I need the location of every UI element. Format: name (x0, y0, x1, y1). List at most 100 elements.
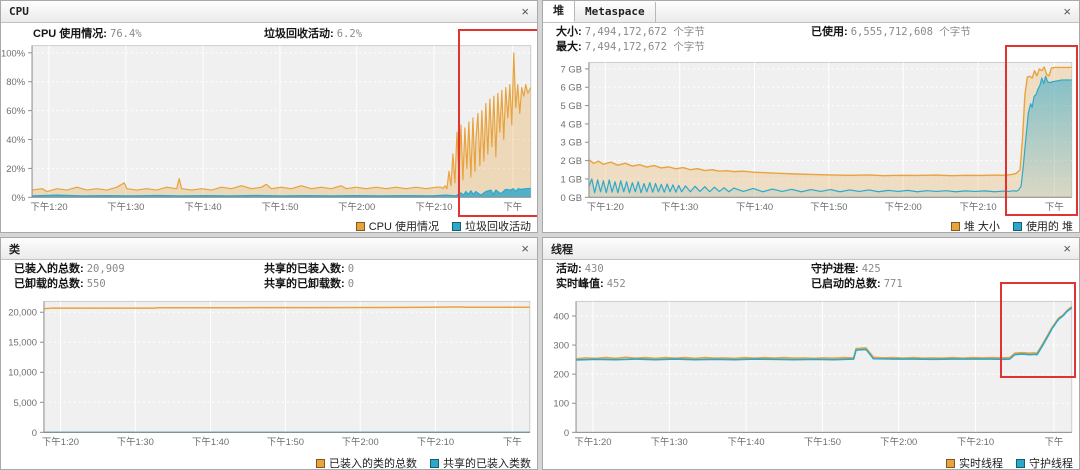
tab-metaspace-label: Metaspace (585, 4, 645, 18)
svg-text:下午1:50: 下午1:50 (804, 436, 841, 447)
classes-legend: 已装入的类的总数 共享的已装入类数 (316, 455, 531, 470)
svg-text:1 GB: 1 GB (561, 173, 582, 184)
stat-threads-peak: 实时峰值: 452 (556, 278, 626, 291)
classes-panel-title: 类 (9, 243, 20, 256)
classes-loaded-swatch-icon (316, 458, 325, 468)
stat-heap-max: 最大: 7,494,172,672 个字节 (556, 41, 705, 54)
threads-panel-title: 线程 (551, 243, 573, 256)
legend-item-shared-loaded: 共享的已装入类数 (430, 455, 531, 470)
cpu-panel: CPU × 0% 20% 40% 60% 80% 100% 下午1:20 下午1:30 下午1:… (0, 0, 538, 233)
stat-threads-live-value: 430 (584, 263, 604, 275)
heap-legend: 堆 大小 使用的 堆 (950, 218, 1073, 233)
legend-item-gc-activity: 垃圾回收活动 (452, 218, 531, 233)
gc-activity-swatch-icon (452, 221, 461, 231)
svg-text:下午1:20: 下午1:20 (587, 201, 624, 212)
svg-text:下午: 下午 (503, 201, 522, 212)
svg-text:5 GB: 5 GB (561, 100, 582, 111)
stat-threads-daemon-value: 425 (861, 263, 881, 275)
legend-label: 共享的已装入类数 (443, 458, 531, 470)
svg-text:下午1:30: 下午1:30 (651, 436, 688, 447)
stat-heap-used-value: 6,555,712,608 个字节 (850, 26, 971, 38)
svg-text:15,000: 15,000 (8, 337, 37, 348)
stat-classes-loaded: 已装入的总数: 20,909 (14, 263, 125, 276)
svg-text:下午1:30: 下午1:30 (107, 201, 144, 212)
svg-text:5,000: 5,000 (13, 397, 37, 408)
stat-classes-loaded-value: 20,909 (86, 263, 125, 275)
classes-panel: 类 × 0 5,000 10,000 15,000 20,000 下午1:20 下午1:30… (0, 237, 538, 470)
svg-text:下午2:10: 下午2:10 (957, 436, 994, 447)
svg-text:20%: 20% (6, 163, 25, 174)
svg-text:100%: 100% (1, 47, 26, 58)
stat-classes-unloaded-value: 550 (86, 278, 106, 290)
heap-close-icon[interactable]: × (1063, 3, 1071, 19)
svg-text:40%: 40% (6, 134, 25, 145)
stat-threads-peak-value: 452 (606, 278, 626, 290)
svg-text:下午1:20: 下午1:20 (42, 436, 79, 447)
svg-text:下午2:10: 下午2:10 (415, 201, 452, 212)
legend-item-heap-used: 使用的 堆 (1012, 218, 1073, 233)
legend-label: 垃圾回收活动 (465, 221, 531, 233)
legend-item-live-threads: 实时线程 (946, 455, 1003, 470)
stat-heap-size: 大小: 7,494,172,672 个字节 (556, 26, 705, 39)
svg-text:10,000: 10,000 (8, 367, 37, 378)
svg-text:0%: 0% (12, 192, 26, 203)
legend-label: 使用的 堆 (1025, 221, 1073, 233)
stat-threads-started: 已启动的总数: 771 (811, 278, 903, 291)
stat-classes-unloaded: 已卸载的总数: 550 (14, 278, 106, 291)
svg-text:下午2:10: 下午2:10 (960, 201, 997, 212)
stat-shared-loaded-label: 共享的已装入数: (264, 263, 345, 275)
threads-legend: 实时线程 守护线程 (946, 455, 1073, 470)
stat-shared-loaded: 共享的已装入数: 0 (264, 263, 354, 276)
stat-heap-used: 已使用: 6,555,712,608 个字节 (811, 26, 971, 39)
classes-close-icon[interactable]: × (521, 240, 529, 256)
svg-text:100: 100 (553, 398, 569, 409)
stat-heap-used-label: 已使用: (811, 26, 848, 38)
stat-threads-daemon-label: 守护进程: (811, 263, 859, 275)
svg-text:400: 400 (553, 310, 569, 321)
shared-loaded-swatch-icon (430, 458, 439, 468)
cpu-legend: CPU 使用情况 垃圾回收活动 (355, 218, 531, 233)
tab-heap[interactable]: 堆 (543, 1, 575, 22)
cpu-close-icon[interactable]: × (521, 3, 529, 19)
svg-text:下午1:20: 下午1:20 (30, 201, 67, 212)
stat-threads-started-value: 771 (883, 278, 903, 290)
svg-text:下午1:40: 下午1:40 (736, 201, 773, 212)
stat-shared-unloaded-value: 0 (347, 278, 355, 290)
stat-cpu-usage-label: CPU 使用情况: (33, 28, 107, 40)
legend-item-cpu-usage: CPU 使用情况 (355, 218, 439, 233)
cpu-usage-swatch-icon (355, 221, 365, 231)
legend-item-classes-loaded: 已装入的类的总数 (316, 455, 417, 469)
svg-text:200: 200 (553, 369, 569, 380)
cpu-panel-header: CPU × (1, 1, 537, 23)
threads-close-icon[interactable]: × (1063, 240, 1071, 256)
tab-metaspace[interactable]: Metaspace (575, 1, 656, 22)
stat-threads-daemon: 守护进程: 425 (811, 263, 881, 276)
svg-text:6 GB: 6 GB (561, 82, 582, 93)
svg-text:7 GB: 7 GB (561, 63, 582, 74)
svg-text:下午2:00: 下午2:00 (342, 436, 379, 447)
heap-size-swatch-icon (950, 221, 960, 231)
svg-text:0: 0 (564, 427, 569, 438)
svg-text:下午2:00: 下午2:00 (338, 201, 375, 212)
stat-shared-unloaded: 共享的已卸载数: 0 (264, 278, 354, 291)
stat-heap-max-label: 最大: (556, 41, 582, 53)
svg-text:下午2:00: 下午2:00 (880, 436, 917, 447)
svg-text:下午: 下午 (1044, 436, 1063, 447)
legend-item-heap-size: 堆 大小 (950, 218, 1000, 232)
svg-text:80%: 80% (6, 76, 25, 87)
svg-text:下午1:40: 下午1:40 (192, 436, 229, 447)
stat-heap-max-value: 7,494,172,672 个字节 (584, 41, 705, 53)
svg-text:20,000: 20,000 (8, 307, 37, 318)
legend-label: CPU 使用情况 (368, 221, 439, 233)
stat-cpu-usage: CPU 使用情况: 76.4% (33, 28, 142, 41)
stat-threads-live: 活动: 430 (556, 263, 604, 276)
svg-text:60%: 60% (6, 105, 25, 116)
svg-text:下午1:40: 下午1:40 (727, 436, 764, 447)
stat-heap-size-label: 大小: (556, 26, 582, 38)
legend-label: 实时线程 (959, 458, 1003, 470)
stat-classes-unloaded-label: 已卸载的总数: (14, 278, 84, 290)
stat-threads-peak-label: 实时峰值: (556, 278, 604, 290)
svg-text:下午1:20: 下午1:20 (574, 436, 611, 447)
stat-gc-activity-label: 垃圾回收活动: (264, 28, 334, 40)
svg-text:下午: 下午 (1045, 201, 1064, 212)
